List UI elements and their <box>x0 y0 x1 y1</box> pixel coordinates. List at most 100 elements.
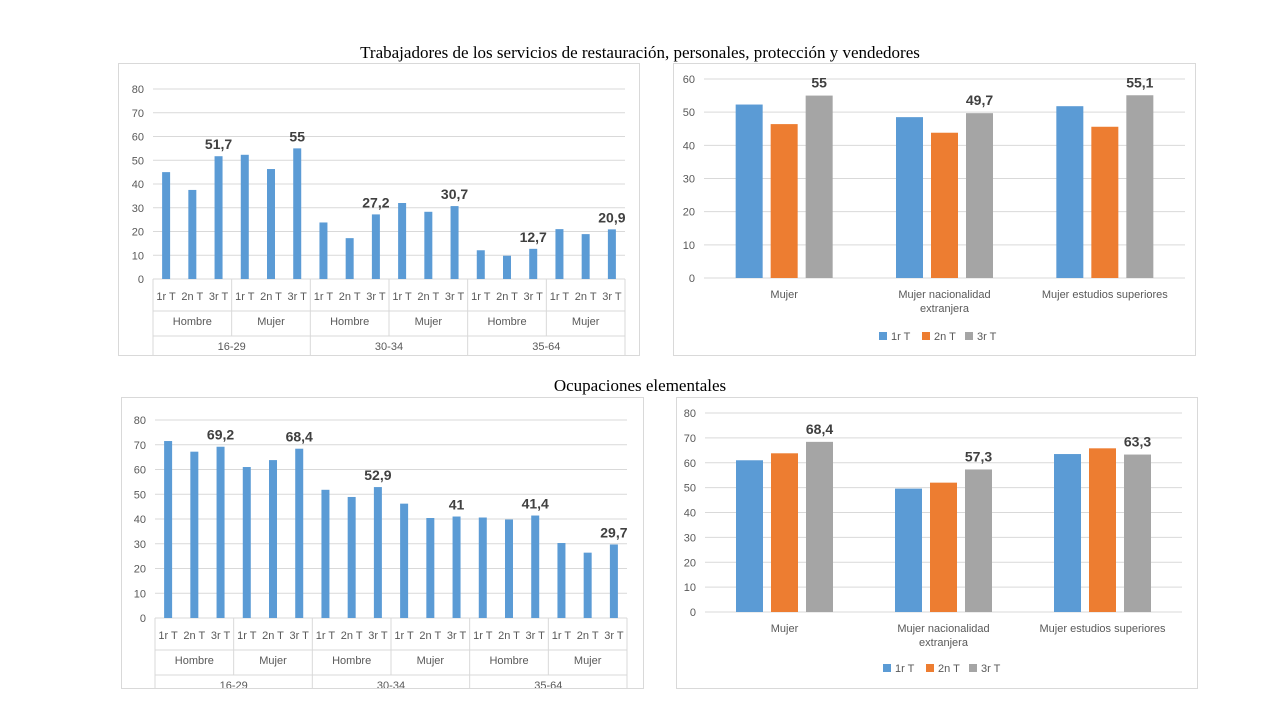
bar <box>966 113 993 278</box>
bar <box>216 446 225 618</box>
x-tick-label: 2n T <box>577 630 599 642</box>
y-tick-label: 80 <box>134 415 146 427</box>
age-group-label: 35-64 <box>532 341 560 353</box>
y-tick-label: 10 <box>132 250 144 262</box>
bar <box>555 229 564 279</box>
x-tick-label: 1r T <box>473 630 493 642</box>
data-label: 55,1 <box>1126 74 1153 90</box>
legend-swatch <box>965 332 973 340</box>
y-tick-label: 20 <box>684 557 696 569</box>
category-label: Mujer estudios superiores <box>1040 623 1166 635</box>
age-group-label: 16-29 <box>218 341 246 353</box>
bar <box>371 214 380 279</box>
data-label: 20,9 <box>598 209 625 225</box>
y-tick-label: 60 <box>683 74 695 86</box>
y-tick-label: 20 <box>132 227 144 239</box>
bar <box>478 517 487 618</box>
y-tick-label: 20 <box>134 564 146 576</box>
y-tick-label: 40 <box>684 508 696 520</box>
bar <box>476 250 485 279</box>
x-tick-label: 3r T <box>524 291 544 303</box>
sex-label: Hombre <box>173 316 212 328</box>
x-tick-label: 2n T <box>496 291 518 303</box>
bar <box>345 238 354 279</box>
y-tick-label: 10 <box>684 582 696 594</box>
y-tick-label: 60 <box>134 465 146 477</box>
bar <box>164 441 173 618</box>
bar <box>965 469 992 612</box>
category-label: Mujer <box>771 623 799 635</box>
sex-label: Mujer <box>572 316 600 328</box>
data-label: 29,7 <box>600 524 627 540</box>
x-tick-label: 2n T <box>341 630 363 642</box>
bar <box>609 544 618 618</box>
x-tick-label: 3r T <box>445 291 465 303</box>
y-tick-label: 60 <box>684 458 696 470</box>
sex-label: Hombre <box>487 316 526 328</box>
legend-swatch <box>922 332 930 340</box>
y-tick-label: 30 <box>683 174 695 186</box>
bar <box>735 104 763 278</box>
bar <box>347 496 356 618</box>
bar <box>805 95 833 278</box>
bar <box>1089 448 1116 612</box>
legend-label: 1r T <box>891 331 911 343</box>
x-tick-label: 1r T <box>392 291 412 303</box>
legend-swatch <box>883 664 891 672</box>
y-tick-label: 40 <box>132 179 144 191</box>
bar <box>557 543 566 618</box>
age-group-label: 30-34 <box>377 680 405 688</box>
bar <box>424 211 433 279</box>
y-tick-label: 80 <box>132 84 144 96</box>
y-tick-label: 10 <box>134 588 146 600</box>
y-tick-label: 30 <box>684 532 696 544</box>
legend-label: 1r T <box>895 663 915 675</box>
bar <box>319 222 328 279</box>
y-tick-label: 0 <box>138 274 144 286</box>
x-tick-label: 3r T <box>526 630 546 642</box>
bar <box>583 552 592 618</box>
bar <box>529 248 538 279</box>
x-tick-label: 3r T <box>604 630 624 642</box>
bar <box>1126 95 1154 278</box>
x-tick-label: 2n T <box>417 291 439 303</box>
bar <box>806 441 833 612</box>
sex-label: Mujer <box>257 316 285 328</box>
bar <box>895 488 922 612</box>
x-tick-label: 2n T <box>419 630 441 642</box>
sex-label: Mujer <box>259 655 287 667</box>
bar <box>426 518 435 618</box>
chart-panel-bottom-right: 0 10 20 30 40 50 60 70 80 68,4 Mujer 57,3 Mujer naci… <box>676 397 1198 689</box>
bar <box>450 206 459 279</box>
bar <box>531 515 540 618</box>
chart-bottom-right: 0 10 20 30 40 50 60 70 80 68,4 Mujer 57,3 Mujer naci… <box>684 408 1182 675</box>
data-label: 63,3 <box>1124 434 1151 450</box>
bar <box>1091 126 1119 278</box>
y-tick-label: 0 <box>689 273 695 285</box>
x-tick-label: 3r T <box>602 291 622 303</box>
category-label: Mujer <box>770 289 798 301</box>
x-tick-label: 3r T <box>211 630 231 642</box>
x-tick-label: 3r T <box>290 630 310 642</box>
data-label: 41,4 <box>522 496 549 512</box>
y-tick-label: 50 <box>132 155 144 167</box>
data-label: 12,7 <box>520 229 547 245</box>
bar <box>505 519 513 618</box>
age-group-label: 35-64 <box>534 680 562 688</box>
category-label: Mujer nacionalidad <box>897 623 989 635</box>
data-label: 68,4 <box>286 429 313 445</box>
y-tick-label: 10 <box>683 240 695 252</box>
legend-label: 2n T <box>938 663 960 675</box>
data-label: 55 <box>811 75 827 91</box>
legend-label: 2n T <box>934 331 956 343</box>
category-label: extranjera <box>919 637 969 649</box>
data-label: 30,7 <box>441 186 468 202</box>
chart-panel-top-left: 0 10 20 30 40 50 60 70 80 1r T 2n T 51,7 3r T 1r T 2n … <box>118 63 640 356</box>
y-tick-label: 40 <box>134 514 146 526</box>
x-tick-label: 3r T <box>209 291 229 303</box>
age-group-label: 30-34 <box>375 341 403 353</box>
x-tick-label: 2n T <box>339 291 361 303</box>
category-label: extranjera <box>920 303 970 315</box>
data-label: 55 <box>289 128 305 144</box>
x-tick-label: 1r T <box>552 630 572 642</box>
